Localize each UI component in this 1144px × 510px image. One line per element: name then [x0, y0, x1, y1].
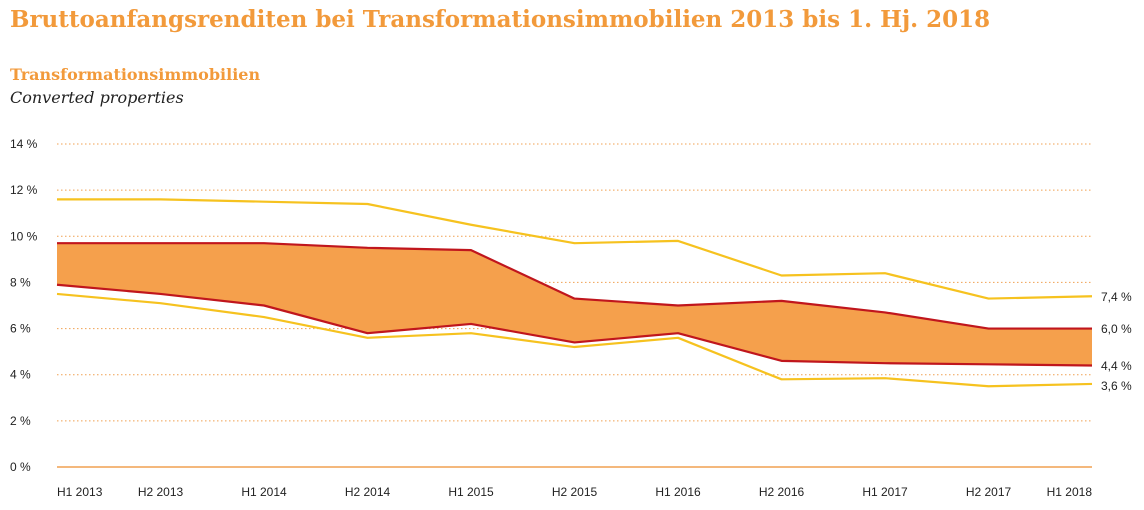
x-tick-label: H1 2016 [655, 485, 701, 499]
y-tick-label: 4 % [10, 368, 31, 382]
chart-subtitle: Transformationsimmobilien [10, 65, 261, 84]
end-value-label: 4,4 % [1101, 359, 1132, 373]
series-line-inner-upper [57, 242, 1092, 330]
x-tick-label: H1 2018 [1047, 485, 1093, 499]
y-tick-label: 10 % [10, 229, 38, 243]
y-tick-label: 2 % [10, 414, 31, 428]
series-line-outer-upper [57, 198, 1093, 300]
x-tick-label: H2 2013 [138, 485, 184, 499]
end-value-label: 7,4 % [1101, 290, 1132, 304]
x-tick-label: H2 2017 [966, 485, 1012, 499]
y-tick-label: 12 % [10, 183, 38, 197]
x-tick-label: H1 2013 [57, 485, 103, 499]
y-tick-label: 14 % [10, 137, 38, 151]
end-value-label: 3,6 % [1101, 379, 1132, 393]
series-line-inner-lower [56, 283, 1093, 367]
range-band [57, 243, 1092, 366]
chart-title: Bruttoanfangsrenditen bei Transformation… [10, 6, 991, 33]
y-tick-label: 0 % [10, 460, 31, 474]
x-tick-label: H2 2015 [552, 485, 598, 499]
y-tick-label: 8 % [10, 275, 31, 289]
x-tick-label: H2 2014 [345, 485, 391, 499]
series-line-outer-lower [56, 292, 1093, 388]
chart-subtitle-english: Converted properties [10, 88, 184, 107]
end-value-label: 6,0 % [1101, 322, 1132, 336]
x-tick-label: H2 2016 [759, 485, 805, 499]
x-tick-label: H1 2017 [862, 485, 908, 499]
y-tick-label: 6 % [10, 322, 31, 336]
x-tick-label: H1 2014 [241, 485, 287, 499]
x-tick-label: H1 2015 [448, 485, 494, 499]
